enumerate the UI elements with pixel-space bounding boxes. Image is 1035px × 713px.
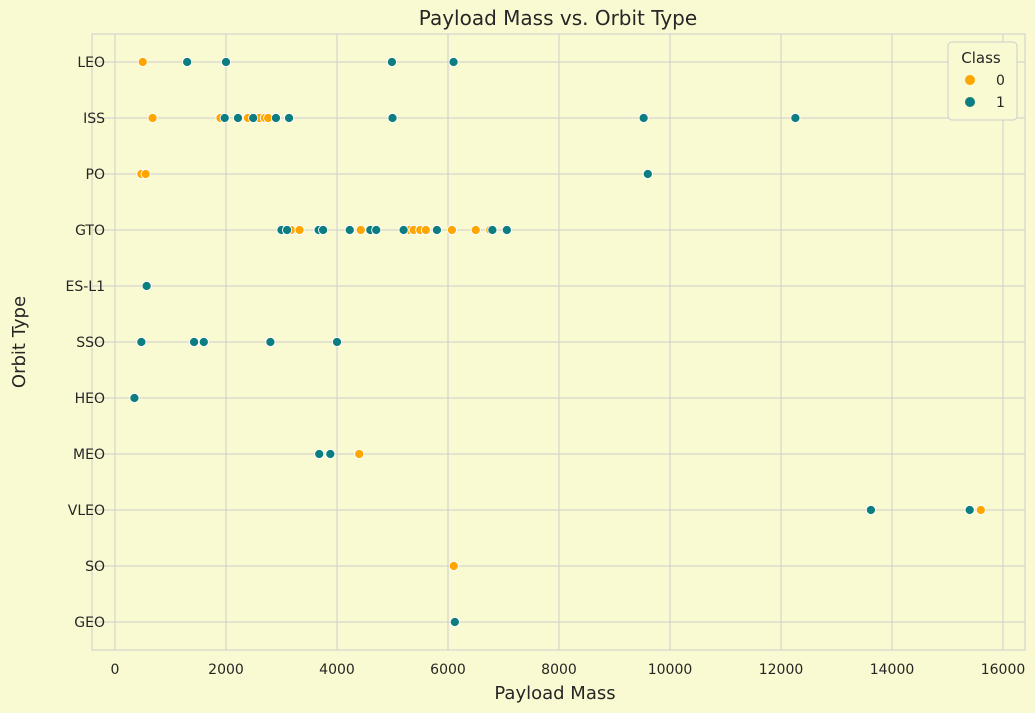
data-point-class-1 xyxy=(344,224,355,236)
y-tick-label: HEO xyxy=(75,391,105,407)
data-point-class-1 xyxy=(232,112,244,124)
data-point-class-0 xyxy=(355,224,366,236)
data-point-class-1 xyxy=(865,504,876,516)
x-tick-label: 4000 xyxy=(319,662,355,678)
data-point-class-1 xyxy=(189,336,200,348)
data-point-class-1 xyxy=(398,224,409,236)
y-tick-label: GEO xyxy=(74,615,105,631)
data-point-class-1 xyxy=(387,112,398,124)
y-axis-label: Orbit Type xyxy=(9,296,30,388)
y-tick-label: SO xyxy=(85,559,105,575)
data-point-class-1 xyxy=(136,336,147,348)
data-point-class-1 xyxy=(314,448,325,460)
x-tick-label: 2000 xyxy=(208,662,244,678)
legend-marker-class-0 xyxy=(965,75,975,85)
y-tick-label: SSO xyxy=(76,335,105,351)
y-tick-label: ES-L1 xyxy=(66,279,106,295)
x-tick-label: 16000 xyxy=(981,662,1026,678)
y-tick-label: LEO xyxy=(77,55,105,71)
data-point-class-0 xyxy=(140,168,151,180)
data-point-class-1 xyxy=(220,56,232,68)
data-point-class-1 xyxy=(265,336,276,348)
data-point-class-0 xyxy=(470,224,481,236)
chart-title: Payload Mass vs. Orbit Type xyxy=(419,6,697,30)
legend-title: Class xyxy=(961,49,1001,67)
legend-label-class-0: 0 xyxy=(996,73,1005,89)
data-point-class-1 xyxy=(449,616,460,628)
y-tick-label: MEO xyxy=(73,447,105,463)
y-tick-label: PO xyxy=(86,167,105,183)
data-point-class-1 xyxy=(270,112,282,124)
legend-label-class-1: 1 xyxy=(996,95,1005,111)
data-point-class-1 xyxy=(371,224,382,236)
x-tick-label: 0 xyxy=(111,662,120,678)
data-point-class-1 xyxy=(248,112,259,124)
data-point-class-1 xyxy=(790,112,801,124)
data-point-class-1 xyxy=(964,504,975,516)
data-point-class-1 xyxy=(487,224,498,236)
data-point-class-1 xyxy=(141,280,152,292)
data-point-class-0 xyxy=(420,224,431,236)
data-point-class-0 xyxy=(446,224,457,236)
y-tick-label: VLEO xyxy=(68,503,105,519)
y-tick-label: GTO xyxy=(75,223,105,239)
data-point-class-1 xyxy=(198,336,209,348)
data-points xyxy=(129,56,986,628)
data-point-class-1 xyxy=(283,112,295,124)
x-tick-label: 14000 xyxy=(870,662,915,678)
data-point-class-0 xyxy=(448,560,459,572)
data-point-class-1 xyxy=(325,448,336,460)
data-point-class-1 xyxy=(182,56,193,68)
data-point-class-0 xyxy=(294,224,305,236)
data-point-class-1 xyxy=(386,56,397,68)
data-point-class-1 xyxy=(448,56,459,68)
data-point-class-0 xyxy=(354,448,365,460)
legend: Class 0 1 xyxy=(947,41,1018,121)
data-point-class-1 xyxy=(281,224,293,236)
y-tick-labels: LEO ISS PO GTO ES-L1 SSO HEO MEO VLEO SO GEO xyxy=(66,55,106,631)
data-point-class-0 xyxy=(137,56,148,68)
data-point-class-1 xyxy=(431,224,442,236)
data-point-class-1 xyxy=(318,224,329,236)
data-point-class-0 xyxy=(975,504,986,516)
data-point-class-1 xyxy=(219,112,230,124)
data-point-class-0 xyxy=(147,112,158,124)
x-tick-labels: 0 2000 4000 6000 8000 10000 12000 14000 16000 xyxy=(111,662,1026,678)
data-point-class-1 xyxy=(638,112,649,124)
data-point-class-1 xyxy=(331,336,343,348)
x-tick-label: 8000 xyxy=(541,662,577,678)
grid-lines xyxy=(92,34,1025,650)
x-tick-label: 6000 xyxy=(430,662,466,678)
data-point-class-1 xyxy=(129,392,140,404)
data-point-class-1 xyxy=(642,168,653,180)
data-point-class-1 xyxy=(501,224,512,236)
x-tick-label: 10000 xyxy=(648,662,693,678)
x-axis-label: Payload Mass xyxy=(494,683,615,704)
x-tick-label: 12000 xyxy=(759,662,804,678)
legend-marker-class-1 xyxy=(965,97,975,107)
y-tick-label: ISS xyxy=(83,111,105,127)
